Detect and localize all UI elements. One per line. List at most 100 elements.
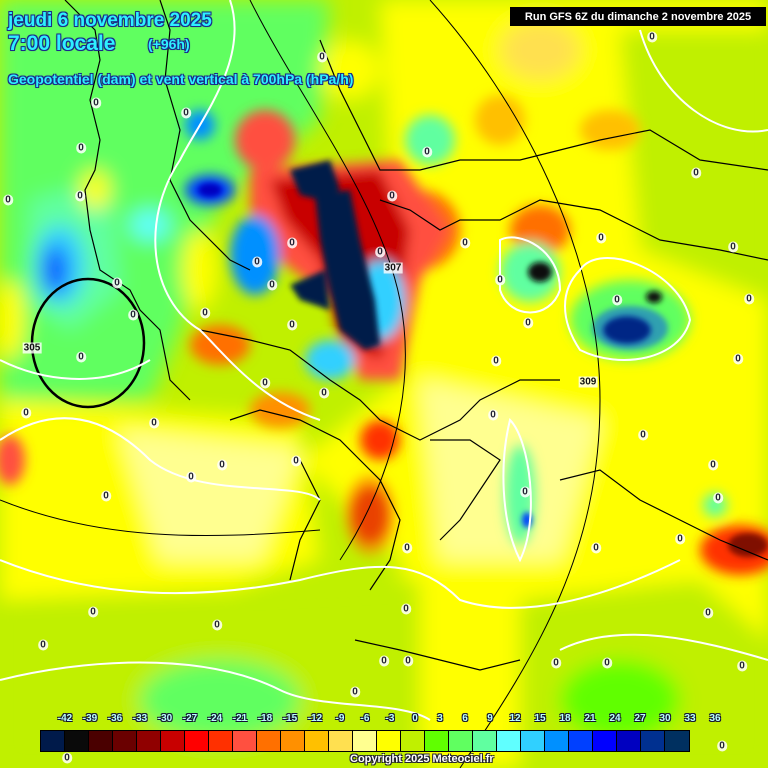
legend-swatch: [425, 731, 449, 751]
zero-contour-label: 0: [149, 417, 159, 429]
legend-label: -42: [57, 713, 73, 724]
zero-contour-label: 0: [21, 407, 31, 419]
legend-label: -27: [182, 713, 198, 724]
legend-swatch: [41, 731, 65, 751]
zero-contour-label: 0: [287, 237, 297, 249]
legend-swatch: [641, 731, 665, 751]
legend-swatch: [329, 731, 353, 751]
legend-swatch: [89, 731, 113, 751]
zero-contour-label: 0: [602, 657, 612, 669]
zero-contour-label: 0: [350, 686, 360, 698]
legend-label: 3: [437, 713, 443, 724]
zero-contour-label: 0: [708, 459, 718, 471]
zero-contour-label: 0: [403, 655, 413, 667]
legend-swatch: [473, 731, 497, 751]
zero-contour-label: 0: [319, 387, 329, 399]
zero-contour-label: 0: [38, 639, 48, 651]
zero-contour-label: 0: [675, 533, 685, 545]
zero-contour-label: 0: [112, 277, 122, 289]
legend-label: 36: [709, 713, 721, 724]
zero-contour-label: 0: [75, 190, 85, 202]
legend-swatch: [113, 731, 137, 751]
legend-label: -30: [157, 713, 173, 724]
legend-swatch: [305, 731, 329, 751]
legend-swatch: [665, 731, 689, 751]
legend-label: -9: [335, 713, 345, 724]
zero-contour-label: 0: [638, 429, 648, 441]
zero-contour-label: 0: [3, 194, 13, 206]
legend-swatch: [497, 731, 521, 751]
legend-swatch: [449, 731, 473, 751]
zero-contour-label: 0: [200, 307, 210, 319]
zero-contour-label: 0: [612, 294, 622, 306]
legend-swatch: [209, 731, 233, 751]
zero-contour-label: 0: [62, 752, 72, 764]
zero-contour-label: 0: [401, 603, 411, 615]
zero-contour-label: 0: [252, 256, 262, 268]
zero-contour-label: 0: [591, 542, 601, 554]
zero-contour-label: 0: [703, 607, 713, 619]
legend-label: -12: [307, 713, 323, 724]
zero-contour-label: 0: [460, 237, 470, 249]
zero-contour-label: 0: [291, 455, 301, 467]
legend-swatch: [281, 731, 305, 751]
legend-label: 33: [684, 713, 696, 724]
legend-label: -39: [82, 713, 98, 724]
zero-contour-label: 0: [186, 471, 196, 483]
zero-contour-label: 0: [181, 107, 191, 119]
zero-contour-label: 0: [728, 241, 738, 253]
zero-contour-label: 0: [375, 246, 385, 258]
geopotential-label: 307: [383, 262, 403, 274]
legend-label: 24: [609, 713, 621, 724]
zero-contour-label: 0: [717, 740, 727, 752]
legend-swatch: [545, 731, 569, 751]
forecast-date: jeudi 6 novembre 2025: [8, 10, 212, 31]
legend-swatch: [185, 731, 209, 751]
zero-contour-label: 0: [212, 619, 222, 631]
zero-contour-label: 0: [91, 97, 101, 109]
zero-contour-label: 0: [713, 492, 723, 504]
zero-contour-label: 0: [267, 279, 277, 291]
zero-contour-label: 0: [422, 146, 432, 158]
legend-label: -6: [360, 713, 370, 724]
legend-label: -24: [207, 713, 223, 724]
zero-contour-label: 0: [287, 319, 297, 331]
zero-contour-label: 0: [523, 317, 533, 329]
legend-swatch: [569, 731, 593, 751]
zero-contour-label: 0: [596, 232, 606, 244]
parameter-title: Geopotentiel (dam) et vent vertical à 70…: [8, 71, 354, 87]
legend-label: 30: [659, 713, 671, 724]
run-info-badge: Run GFS 6Z du dimanche 2 novembre 2025: [510, 7, 766, 26]
legend-label: -3: [385, 713, 395, 724]
geopotential-label: 309: [578, 376, 598, 388]
legend-swatch: [353, 731, 377, 751]
zero-contour-label: 0: [488, 409, 498, 421]
zero-contour-label: 0: [260, 377, 270, 389]
legend-swatch: [377, 731, 401, 751]
zero-contour-label: 0: [491, 355, 501, 367]
zero-contour-label: 0: [128, 309, 138, 321]
zero-contour-label: 0: [317, 51, 327, 63]
zero-contour-label: 0: [88, 606, 98, 618]
legend-swatch: [593, 731, 617, 751]
zero-contour-label: 0: [691, 167, 701, 179]
zero-contour-label: 0: [402, 542, 412, 554]
zero-contour-label: 0: [379, 655, 389, 667]
legend-label: 9: [487, 713, 493, 724]
legend-label: 0: [412, 713, 418, 724]
zero-contour-label: 0: [520, 486, 530, 498]
zero-contour-label: 0: [737, 660, 747, 672]
legend-labels: -42 -39 -36 -33 -30 -27 -24 -21 -18 -15 -12 -9 -6 -3 0…: [40, 713, 740, 727]
legend-label: 12: [509, 713, 521, 724]
legend-swatch: [65, 731, 89, 751]
legend-swatch: [233, 731, 257, 751]
legend-label: 15: [534, 713, 546, 724]
legend-swatch: [521, 731, 545, 751]
zero-contour-label: 0: [647, 31, 657, 43]
legend-swatch: [617, 731, 641, 751]
forecast-lead-time: (+96h): [148, 36, 190, 52]
zero-contour-label: 0: [744, 293, 754, 305]
zero-contour-label: 0: [551, 657, 561, 669]
legend-label: -21: [232, 713, 248, 724]
